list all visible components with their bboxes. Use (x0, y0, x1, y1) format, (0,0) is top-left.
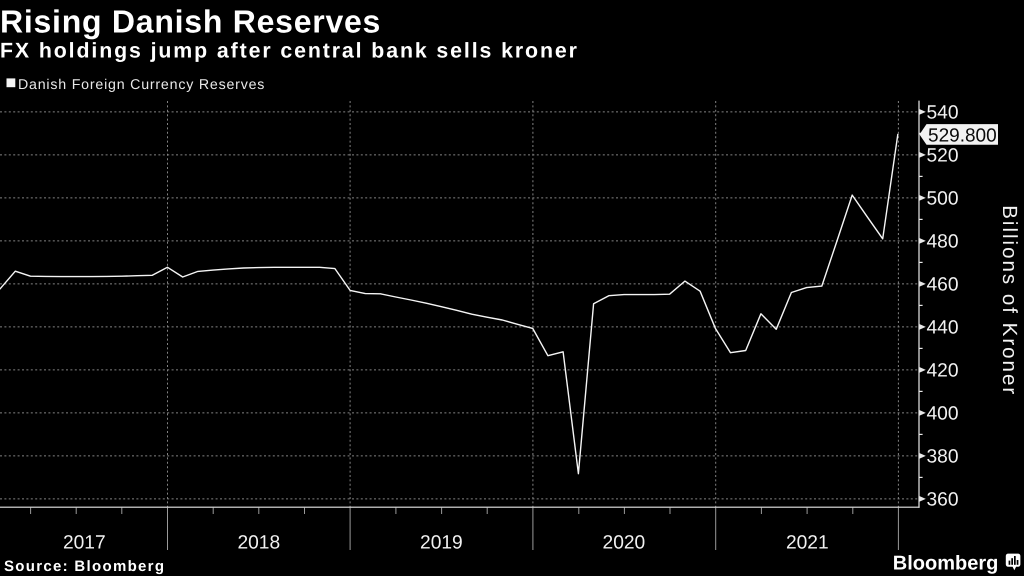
svg-text:380: 380 (927, 447, 959, 468)
svg-text:440: 440 (927, 318, 959, 339)
svg-text:Danish Foreign Currency Reserv: Danish Foreign Currency Reserves (18, 77, 265, 93)
svg-text:Bloomberg: Bloomberg (893, 553, 999, 575)
svg-text:540: 540 (927, 103, 959, 124)
svg-text:500: 500 (927, 189, 959, 210)
svg-text:2020: 2020 (603, 533, 646, 554)
svg-text:Rising Danish Reserves: Rising Danish Reserves (0, 4, 381, 40)
svg-text:2018: 2018 (237, 533, 280, 554)
svg-text:460: 460 (927, 275, 959, 296)
svg-text:360: 360 (927, 490, 959, 511)
svg-text:529.800: 529.800 (928, 125, 997, 146)
svg-text:FX holdings jump after central: FX holdings jump after central bank sell… (0, 39, 579, 63)
svg-text:400: 400 (927, 404, 959, 425)
svg-text:520: 520 (927, 146, 959, 167)
svg-text:420: 420 (927, 361, 959, 382)
svg-text:Billions of Kroner: Billions of Kroner (998, 205, 1021, 396)
svg-text:2017: 2017 (63, 533, 106, 554)
svg-text:480: 480 (927, 232, 959, 253)
svg-text:2021: 2021 (786, 533, 829, 554)
svg-text:2019: 2019 (420, 533, 463, 554)
svg-text:Source: Bloomberg: Source: Bloomberg (4, 558, 165, 575)
